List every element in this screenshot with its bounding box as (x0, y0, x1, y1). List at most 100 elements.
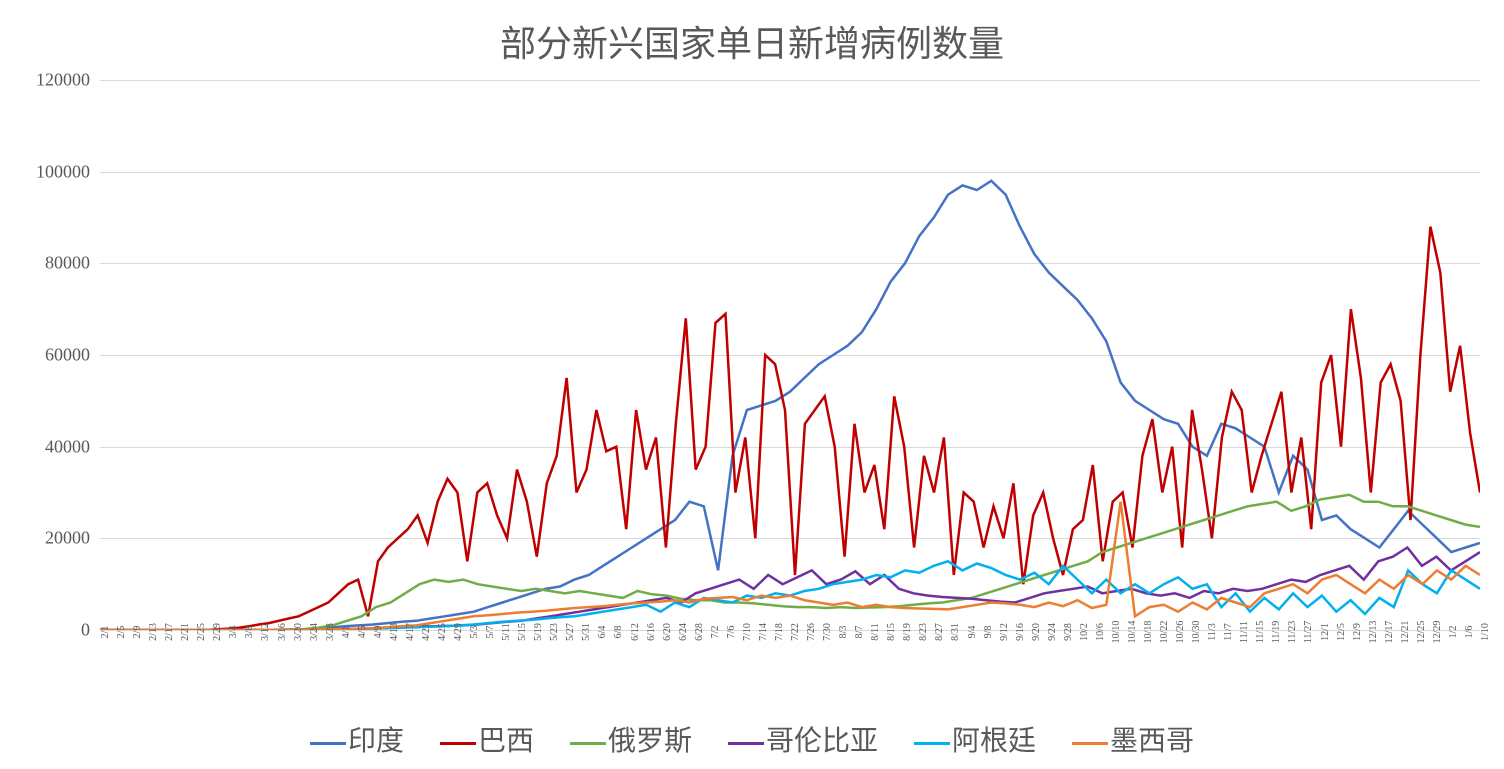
x-tick-label: 6/28 (694, 623, 705, 641)
x-tick-label: 11/11 (1239, 621, 1250, 643)
x-tick-label: 6/4 (597, 626, 608, 639)
legend-item: 俄罗斯 (570, 719, 692, 759)
x-tick-label: 5/15 (517, 623, 528, 641)
x-tick-label: 10/26 (1175, 621, 1186, 644)
x-tick-label: 3/16 (277, 623, 288, 641)
x-tick-label: 5/7 (485, 626, 496, 639)
legend-item: 哥伦比亚 (728, 719, 878, 759)
y-tick-label: 120000 (10, 70, 90, 91)
x-tick-label: 10/6 (1095, 623, 1106, 641)
legend-item: 阿根廷 (914, 719, 1036, 759)
x-tick-label: 2/25 (196, 623, 207, 641)
x-tick-label: 2/5 (116, 626, 127, 639)
y-tick-label: 80000 (10, 253, 90, 274)
y-tick-label: 40000 (10, 436, 90, 457)
x-tick-label: 8/31 (950, 623, 961, 641)
x-tick-label: 2/9 (132, 626, 143, 639)
legend-swatch (310, 742, 346, 745)
plot-area (100, 80, 1480, 630)
x-tick-label: 7/14 (758, 623, 769, 641)
x-tick-label: 3/24 (309, 623, 320, 641)
legend-swatch (440, 742, 476, 745)
x-tick-label: 3/28 (325, 623, 336, 641)
y-tick-label: 100000 (10, 161, 90, 182)
x-tick-label: 5/23 (549, 623, 560, 641)
x-tick-label: 8/27 (934, 623, 945, 641)
legend-swatch (728, 742, 764, 745)
x-tick-label: 7/30 (822, 623, 833, 641)
x-tick-label: 3/8 (244, 626, 255, 639)
x-tick-label: 4/1 (341, 626, 352, 639)
legend-label: 哥伦比亚 (766, 726, 878, 757)
x-tick-label: 12/5 (1336, 623, 1347, 641)
x-tick-label: 7/6 (726, 626, 737, 639)
x-tick-label: 2/1 (100, 626, 111, 639)
x-tick-label: 9/4 (967, 626, 978, 639)
x-tick-label: 8/3 (838, 626, 849, 639)
x-tick-label: 6/12 (630, 623, 641, 641)
x-tick-label: 2/21 (180, 623, 191, 641)
legend-label: 巴西 (478, 726, 534, 757)
series-line (100, 548, 1480, 631)
x-tick-label: 8/7 (854, 626, 865, 639)
x-tick-label: 2/17 (164, 623, 175, 641)
x-tick-label: 1/2 (1448, 626, 1459, 639)
legend: 印度巴西俄罗斯哥伦比亚阿根廷墨西哥 (10, 719, 1494, 759)
x-tick-label: 12/21 (1400, 621, 1411, 644)
x-tick-label: 11/19 (1271, 621, 1282, 643)
x-tick-label: 12/1 (1320, 623, 1331, 641)
x-tick-label: 10/22 (1159, 621, 1170, 644)
y-tick-label: 0 (10, 620, 90, 641)
x-tick-label: 12/25 (1416, 621, 1427, 644)
x-tick-label: 11/3 (1207, 623, 1218, 640)
x-tick-label: 5/31 (581, 623, 592, 641)
x-tick-label: 8/15 (886, 623, 897, 641)
x-tick-label: 9/8 (983, 626, 994, 639)
x-tick-label: 10/14 (1127, 621, 1138, 644)
x-tick-label: 7/10 (742, 623, 753, 641)
legend-swatch (1072, 742, 1108, 745)
x-tick-label: 4/21 (421, 623, 432, 641)
legend-item: 墨西哥 (1072, 719, 1194, 759)
series-line (100, 181, 1480, 630)
x-tick-label: 8/23 (918, 623, 929, 641)
x-tick-label: 6/20 (662, 623, 673, 641)
x-tick-label: 10/18 (1143, 621, 1154, 644)
x-tick-label: 12/17 (1384, 621, 1395, 644)
x-tick-label: 4/25 (437, 623, 448, 641)
y-tick-label: 20000 (10, 528, 90, 549)
x-tick-label: 9/28 (1063, 623, 1074, 641)
chart-title: 部分新兴国家单日新增病例数量 (10, 10, 1494, 67)
x-tick-label: 7/2 (710, 626, 721, 639)
x-tick-label: 7/22 (790, 623, 801, 641)
x-tick-label: 4/9 (373, 626, 384, 639)
x-tick-label: 6/24 (678, 623, 689, 641)
x-tick-label: 12/13 (1368, 621, 1379, 644)
x-tick-label: 1/10 (1480, 623, 1491, 641)
x-tick-label: 9/16 (1015, 623, 1026, 641)
series-line (100, 502, 1480, 630)
x-tick-label: 2/13 (148, 623, 159, 641)
x-tick-label: 3/4 (228, 626, 239, 639)
x-tick-label: 10/30 (1191, 621, 1202, 644)
x-tick-label: 9/20 (1031, 623, 1042, 641)
chart-container: 部分新兴国家单日新增病例数量 0200004000060000800001000… (10, 10, 1494, 759)
x-tick-label: 12/29 (1432, 621, 1443, 644)
x-tick-label: 3/20 (293, 623, 304, 641)
x-tick-label: 4/5 (357, 626, 368, 639)
x-tick-label: 9/12 (999, 623, 1010, 641)
x-tick-label: 9/24 (1047, 623, 1058, 641)
legend-swatch (570, 742, 606, 745)
x-tick-label: 5/19 (533, 623, 544, 641)
legend-label: 墨西哥 (1110, 726, 1194, 757)
x-tick-label: 11/7 (1223, 623, 1234, 640)
chart-svg (100, 80, 1480, 630)
x-tick-label: 5/3 (469, 626, 480, 639)
legend-label: 俄罗斯 (608, 726, 692, 757)
x-tick-label: 5/11 (501, 623, 512, 640)
x-tick-label: 11/27 (1303, 621, 1314, 643)
x-tick-label: 7/26 (806, 623, 817, 641)
x-axis: 2/12/52/92/132/172/212/252/293/43/83/123… (100, 632, 1480, 692)
legend-swatch (914, 742, 950, 745)
x-tick-label: 4/13 (389, 623, 400, 641)
